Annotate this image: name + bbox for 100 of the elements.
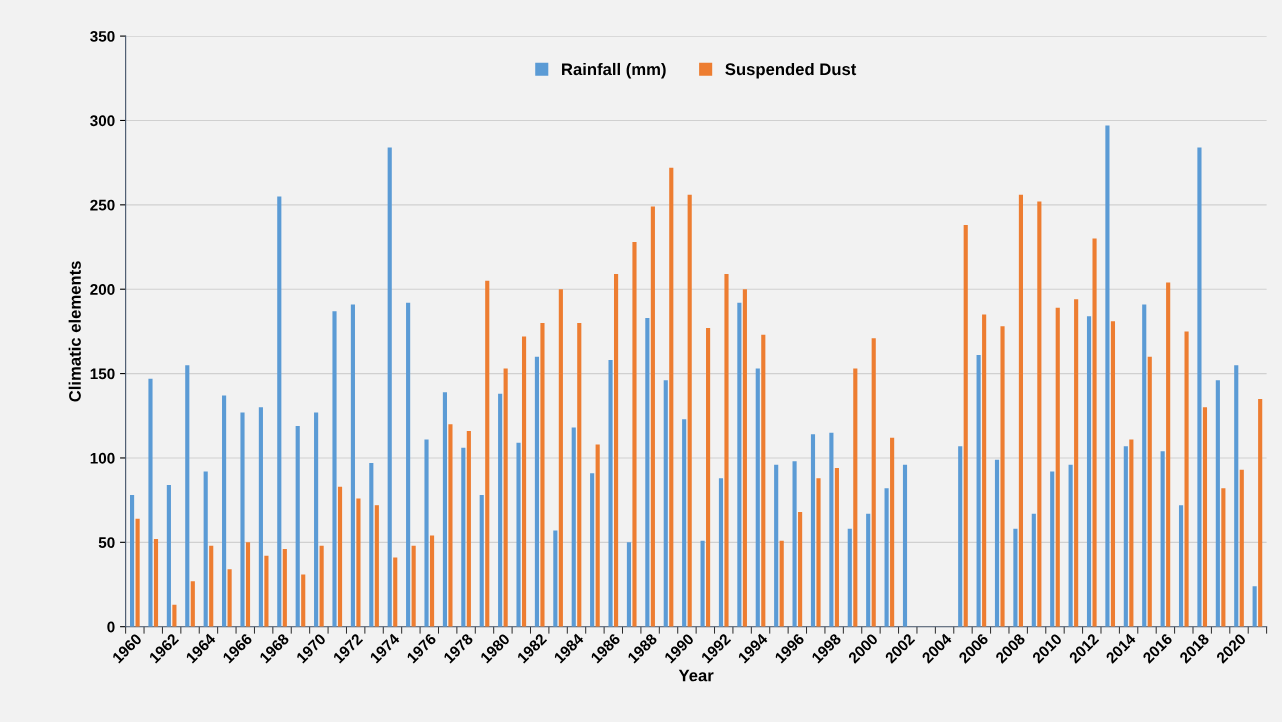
bar xyxy=(222,395,227,627)
bar xyxy=(1129,439,1134,627)
bar xyxy=(1110,321,1116,627)
bar xyxy=(577,322,582,627)
bar xyxy=(406,302,411,627)
bar xyxy=(521,336,527,627)
bar xyxy=(1086,316,1092,627)
bar xyxy=(130,495,135,627)
bar xyxy=(650,206,655,627)
bar xyxy=(1123,446,1128,627)
bar xyxy=(153,538,159,627)
bar xyxy=(411,545,416,627)
bar xyxy=(319,545,324,627)
bar xyxy=(350,304,355,627)
bar xyxy=(227,569,232,627)
bar xyxy=(356,498,361,627)
x-axis-title: Year xyxy=(678,669,714,682)
bar xyxy=(245,542,251,627)
bar xyxy=(1184,331,1189,627)
bar xyxy=(1031,513,1036,627)
bar xyxy=(614,274,619,627)
bar xyxy=(387,147,392,627)
bar xyxy=(590,473,595,627)
bar xyxy=(884,488,889,627)
bar xyxy=(724,274,729,627)
y-tick-label: 350 xyxy=(90,30,115,42)
y-tick-label: 100 xyxy=(90,452,115,464)
bar xyxy=(337,486,343,627)
bar xyxy=(761,334,766,627)
bar xyxy=(503,368,508,627)
bar xyxy=(369,463,374,627)
bar xyxy=(687,194,692,627)
bar xyxy=(540,322,545,627)
bar xyxy=(774,464,779,627)
bar xyxy=(595,444,600,627)
bar xyxy=(792,461,797,627)
bar xyxy=(1234,365,1239,627)
bar xyxy=(902,464,908,627)
bar xyxy=(442,392,447,627)
bar xyxy=(1068,464,1073,627)
y-tick-label: 150 xyxy=(90,368,115,380)
bar xyxy=(534,356,540,627)
bar xyxy=(301,574,306,627)
bar xyxy=(890,437,895,627)
bar xyxy=(1166,282,1171,627)
bar xyxy=(1018,194,1024,627)
bar xyxy=(982,314,987,627)
bar xyxy=(264,555,269,627)
bar xyxy=(1202,407,1208,627)
bar xyxy=(1142,304,1147,627)
bar xyxy=(994,459,1000,627)
bar xyxy=(866,513,871,627)
bar xyxy=(479,495,484,627)
bar xyxy=(1215,380,1220,627)
bar xyxy=(700,540,705,627)
bar xyxy=(608,360,613,627)
bar xyxy=(277,196,282,627)
bar xyxy=(498,393,503,627)
bar xyxy=(258,407,263,627)
bar xyxy=(682,419,687,627)
bar xyxy=(1037,201,1042,627)
bar xyxy=(1000,326,1005,627)
bar xyxy=(424,439,429,627)
bar xyxy=(485,280,490,627)
bar xyxy=(571,427,576,627)
bar xyxy=(172,604,177,627)
bar xyxy=(632,241,637,627)
bar xyxy=(847,528,852,627)
bar xyxy=(853,368,858,627)
bar xyxy=(737,302,742,627)
y-tick-label: 250 xyxy=(90,199,115,211)
bar xyxy=(135,518,140,627)
bar xyxy=(669,167,674,627)
legend-label: Rainfall (mm) xyxy=(562,62,666,79)
bar xyxy=(393,557,398,627)
bar xyxy=(190,581,195,627)
bar xyxy=(1239,469,1244,627)
bar xyxy=(1055,307,1060,627)
bar xyxy=(295,425,300,627)
bar xyxy=(976,355,981,627)
bar xyxy=(816,478,821,627)
bar xyxy=(663,380,668,627)
bar xyxy=(558,289,563,627)
y-tick-label: 200 xyxy=(90,284,115,295)
bar xyxy=(779,540,784,627)
bar xyxy=(1105,125,1110,627)
y-tick-label: 0 xyxy=(107,621,115,633)
bar xyxy=(1147,356,1152,627)
bar xyxy=(166,484,171,627)
y-tick-label: 50 xyxy=(98,537,115,549)
bar xyxy=(203,471,208,627)
bar xyxy=(1178,505,1184,627)
bar xyxy=(1160,451,1165,627)
bar xyxy=(448,424,453,627)
bar xyxy=(742,289,747,627)
bar xyxy=(466,430,471,627)
y-axis-title: Climatic elements xyxy=(68,261,81,402)
bar xyxy=(1013,528,1018,627)
bar xyxy=(282,549,287,627)
bar xyxy=(240,412,245,627)
